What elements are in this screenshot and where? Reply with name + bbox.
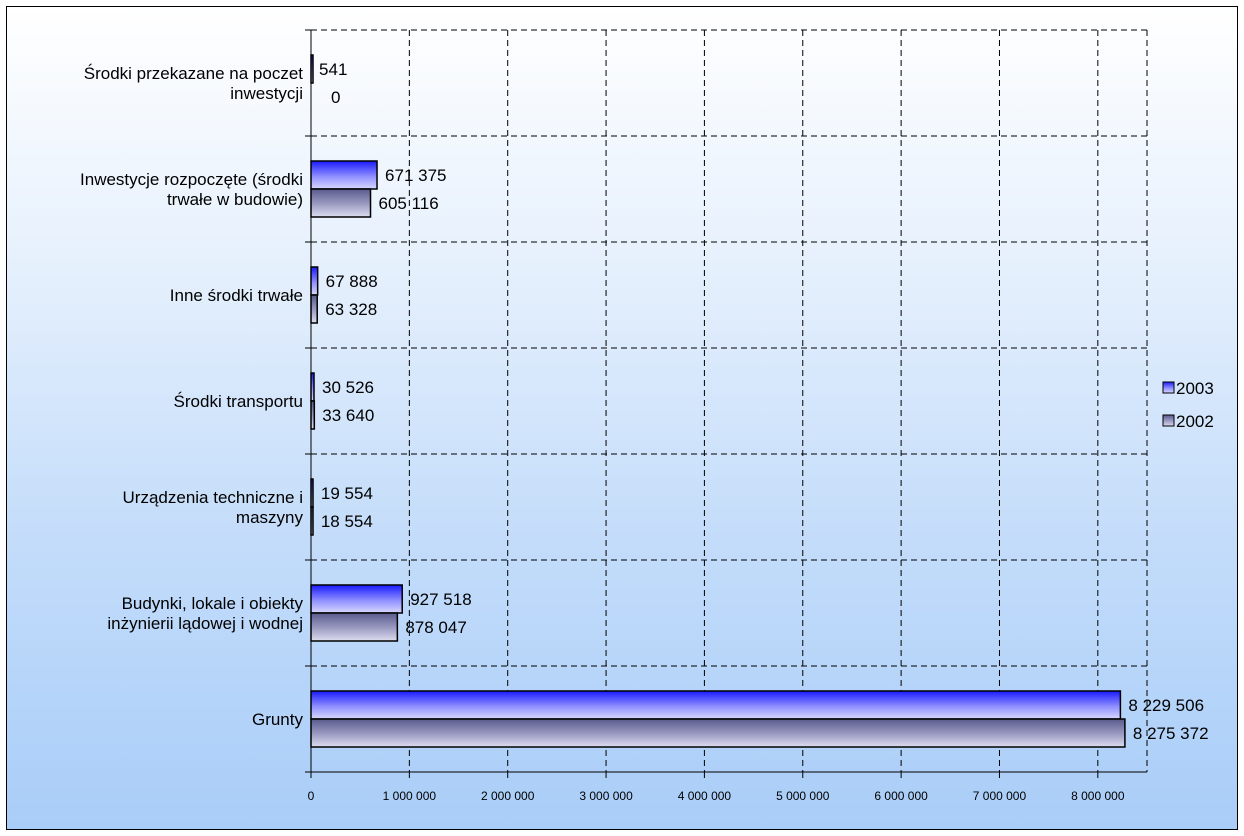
- bar-2003: [310, 478, 314, 508]
- data-label: 0: [331, 88, 340, 107]
- data-label: 67 888: [326, 272, 378, 291]
- grid-lines: [311, 29, 1148, 772]
- category-labels: Grunty Budynki, lokale i obiektyinżynieri…: [80, 64, 303, 729]
- data-label: 671 375: [385, 166, 446, 185]
- x-tick-label: 4 000 000: [678, 789, 732, 803]
- category-label: Inwestycje rozpoczęte (środki: [80, 170, 303, 189]
- bar-2002: [310, 188, 372, 218]
- x-tick-label: 6 000 000: [874, 789, 928, 803]
- x-tick-label: 3 000 000: [579, 789, 633, 803]
- bar-2003: [310, 54, 314, 84]
- data-label: 605 116: [379, 194, 439, 213]
- x-tick-label: 5 000 000: [776, 789, 830, 803]
- data-label: 33 640: [322, 406, 374, 425]
- data-label: 8 229 506: [1128, 696, 1204, 715]
- data-label: 8 275 372: [1133, 724, 1209, 743]
- legend-swatch-2003: [1162, 381, 1175, 394]
- bar-2002: [310, 294, 318, 324]
- bar-2003: [310, 372, 315, 402]
- bar-2003: [310, 266, 319, 296]
- data-label: 18 554: [321, 512, 373, 531]
- data-label: 927 518: [410, 590, 471, 609]
- category-label: inwestycji: [230, 84, 303, 103]
- x-tick-label: 8 000 000: [1071, 789, 1125, 803]
- legend-swatch-2002: [1162, 414, 1175, 427]
- category-label: Grunty: [252, 710, 304, 729]
- category-label: Środki transportu: [174, 392, 303, 411]
- category-label: Środki przekazane na poczet: [84, 64, 304, 83]
- category-label: inżynierii lądowej i wodnej: [107, 614, 303, 633]
- bar-2002: [310, 612, 399, 642]
- data-label: 878 047: [405, 618, 466, 637]
- x-tick-label: 2 000 000: [481, 789, 535, 803]
- x-tick-label: 0: [308, 789, 315, 803]
- data-label: 63 328: [325, 300, 377, 319]
- category-label: Inne środki trwałe: [170, 286, 303, 305]
- data-label: 30 526: [322, 378, 374, 397]
- legend: 2003 2002: [1162, 379, 1214, 431]
- x-tick-label: 7 000 000: [973, 789, 1027, 803]
- legend-label: 2002: [1176, 412, 1214, 431]
- bar-2002: [310, 506, 314, 536]
- category-label: Urządzenia techniczne i: [123, 488, 303, 507]
- x-tick-labels: 0 1 000 000 2 000 000 3 000 000 4 000 000 5 0…: [308, 789, 1125, 803]
- legend-label: 2003: [1176, 379, 1214, 398]
- category-label: trwałe w budowie): [167, 190, 303, 209]
- data-label: 19 554: [321, 484, 373, 503]
- data-label: 541: [319, 60, 347, 79]
- x-tick-label: 1 000 000: [383, 789, 437, 803]
- category-label: maszyny: [236, 508, 304, 527]
- bar-2002: [310, 718, 1126, 748]
- bars: [310, 54, 1126, 748]
- data-labels: 8 229 506 8 275 372 927 518 878 047 19 554 18…: [319, 60, 1208, 743]
- bar-2003: [310, 584, 403, 614]
- category-label: Budynki, lokale i obiekty: [122, 594, 304, 613]
- bar-2003: [310, 160, 378, 190]
- bar-2003: [310, 690, 1122, 720]
- bar-2002: [310, 400, 316, 430]
